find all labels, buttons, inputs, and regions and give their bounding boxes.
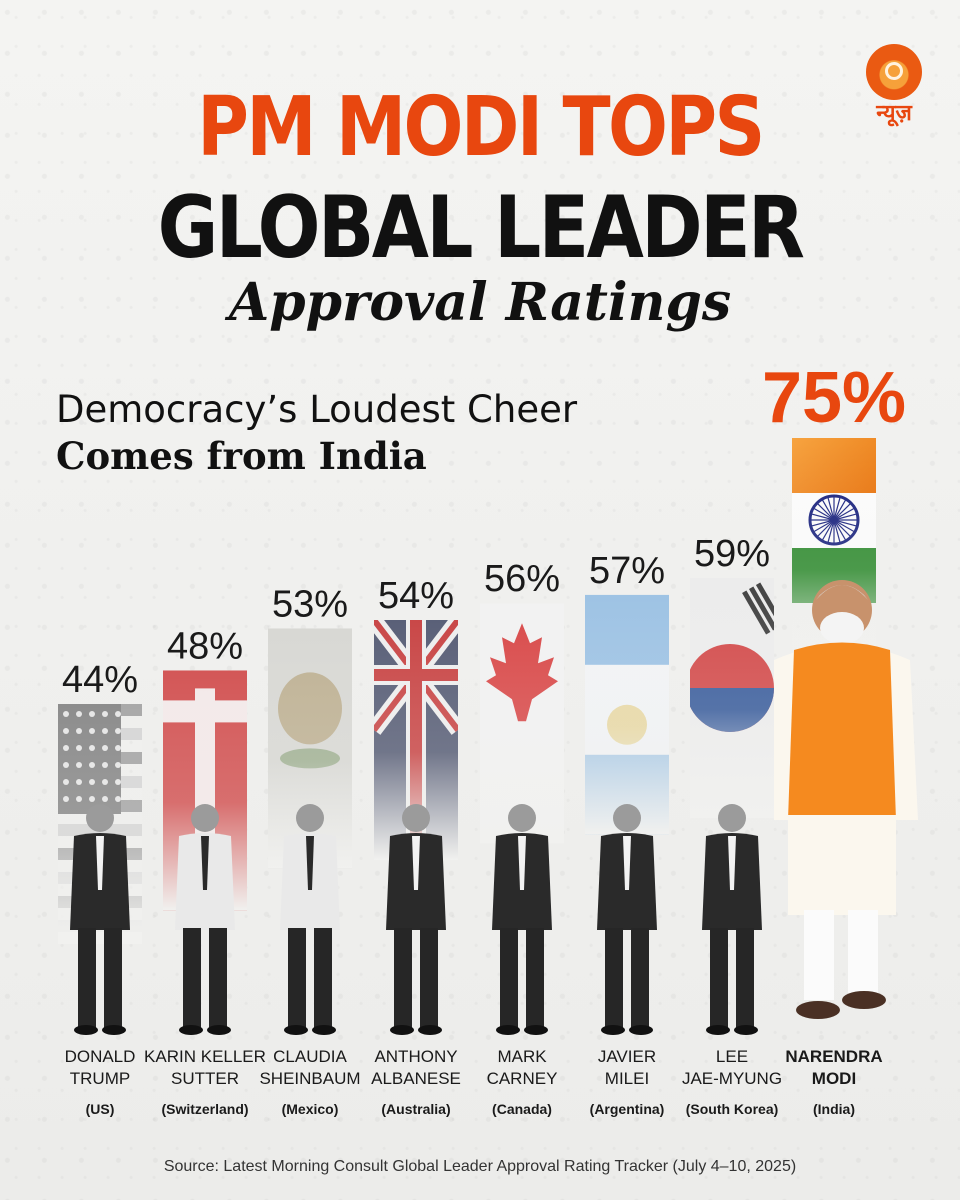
leader-figure: [702, 804, 762, 1035]
bar-6: [585, 594, 669, 835]
leader-name: SHEINBAUM: [259, 1069, 360, 1088]
leader-name: NARENDRA: [785, 1047, 882, 1066]
country-label: (Argentina): [590, 1101, 665, 1117]
leader-figure: [280, 804, 340, 1035]
leader-name: MILEI: [605, 1069, 649, 1088]
country-label: (India): [813, 1101, 855, 1117]
leader-name: ALBANESE: [371, 1069, 461, 1088]
bar-7: [690, 578, 774, 818]
headline-line-2: GLOBAL LEADER: [157, 178, 805, 278]
source-note: Source: Latest Morning Consult Global Le…: [163, 1158, 797, 1175]
country-label: (South Korea): [686, 1101, 779, 1117]
country-label: (Australia): [381, 1101, 450, 1117]
subheading-line-2: Comes from India: [56, 434, 427, 478]
value-label: 59%: [694, 533, 770, 575]
country-label: (Canada): [492, 1101, 552, 1117]
leader-figure: [597, 804, 657, 1035]
bar-5: [480, 603, 564, 844]
leader-figure: [175, 804, 235, 1035]
leader-name: KARIN KELLER: [144, 1047, 266, 1066]
leader-name: JAE-MYUNG: [682, 1069, 782, 1088]
country-label: (Mexico): [282, 1101, 339, 1117]
leader-name: LEE: [716, 1047, 748, 1066]
logo-text: न्यूज़: [876, 101, 912, 126]
leader-name: CARNEY: [487, 1069, 558, 1088]
dd-news-logo: न्यूज़: [855, 44, 933, 132]
leader-name: SUTTER: [171, 1069, 239, 1088]
bar-3: [268, 628, 352, 869]
dd-logo-icon: [866, 44, 922, 100]
leader-name: DONALD: [65, 1047, 136, 1066]
leader-name: ANTHONY: [374, 1047, 457, 1066]
value-label: 56%: [484, 558, 560, 600]
leader-name: MARK: [497, 1047, 547, 1066]
value-label: 54%: [378, 575, 454, 617]
subheading-line-1: Democracy’s Loudest Cheer: [56, 388, 578, 431]
leader-figure: [70, 804, 130, 1035]
leader-name: TRUMP: [70, 1069, 130, 1088]
leader-figure: [774, 580, 918, 1019]
country-label: (Switzerland): [161, 1101, 248, 1117]
value-label: 48%: [167, 625, 243, 667]
headline-line-1: PM MODI TOPS: [197, 80, 765, 175]
value-label: 75%: [762, 358, 906, 438]
value-label: 53%: [272, 583, 348, 625]
value-label: 44%: [62, 659, 138, 701]
leader-name: CLAUDIA: [273, 1047, 347, 1066]
leader-name: MODI: [812, 1069, 856, 1088]
leader-figure: [492, 804, 552, 1035]
headline-line-3: Approval Ratings: [228, 272, 732, 333]
leader-name: JAVIER: [598, 1047, 656, 1066]
leader-figure: [386, 804, 446, 1035]
value-label: 57%: [589, 550, 665, 592]
country-label: (US): [86, 1101, 115, 1117]
